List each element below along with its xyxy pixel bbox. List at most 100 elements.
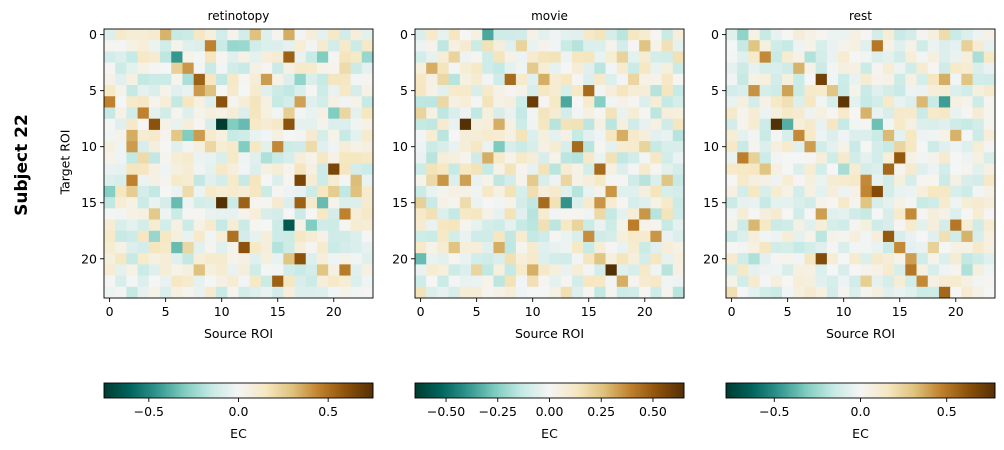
heatmap-cell (737, 73, 749, 86)
colorbar-segment (862, 383, 866, 398)
heatmap-cell (415, 275, 427, 288)
heatmap-cell (294, 40, 307, 52)
colorbar-segment (885, 383, 889, 398)
heatmap-cell (871, 141, 884, 153)
heatmap-cell (770, 51, 783, 63)
heatmap-cell (227, 253, 239, 265)
heatmap-cell (594, 253, 606, 265)
colorbar-segment (955, 383, 958, 398)
heatmap-cell (782, 275, 794, 288)
y-tick-label: 20 (703, 251, 719, 266)
heatmap-cell (938, 152, 951, 164)
heatmap-cell (305, 107, 318, 120)
colorbar-segment (585, 383, 588, 398)
heatmap-cell (182, 96, 195, 108)
colorbar-segment (841, 383, 845, 398)
heatmap-cell (882, 96, 895, 108)
colorbar-segment (988, 383, 992, 398)
heatmap-cell (350, 85, 363, 97)
heatmap-cell (748, 197, 760, 209)
heatmap-cell (905, 185, 917, 198)
colorbar-segment (209, 383, 212, 398)
heatmap-cell (838, 230, 850, 243)
heatmap-cell (961, 141, 973, 153)
heatmap-cell (838, 85, 850, 97)
heatmap-cell (661, 141, 674, 153)
heatmap-cell (871, 129, 884, 142)
heatmap-cell (616, 286, 629, 299)
heatmap-cell (227, 141, 239, 153)
heatmap-cell (849, 29, 861, 41)
colorbar-segment (194, 383, 197, 398)
heatmap-cell (927, 253, 940, 265)
heatmap-cell (104, 208, 116, 220)
heatmap-cell (415, 96, 427, 108)
heatmap-cell (426, 286, 438, 299)
heatmap-cell (838, 129, 850, 142)
heatmap-cell (238, 141, 251, 153)
colorbar-tick-label: −0.5 (759, 404, 789, 419)
heatmap-cell (737, 107, 749, 120)
colorbar-segment (322, 383, 326, 398)
heatmap-cell (316, 118, 329, 131)
colorbar-segment (301, 383, 305, 398)
heatmap-cell (160, 40, 172, 52)
heatmap-cell (283, 73, 295, 86)
colorbar-segment (973, 383, 977, 398)
heatmap-cell (515, 40, 528, 52)
heatmap-cell (759, 264, 772, 276)
y-axis-label: Target ROI (58, 130, 73, 196)
heatmap-cell (148, 163, 161, 176)
colorbar-segment (873, 383, 876, 398)
heatmap-cell (605, 163, 618, 176)
heatmap-cell (849, 208, 861, 220)
heatmap-cell (571, 96, 584, 108)
colorbar-segment (860, 383, 863, 398)
heatmap-cell (126, 241, 138, 254)
y-tick-label: 0 (400, 27, 408, 42)
heatmap-cell (328, 219, 340, 232)
colorbar-segment (263, 383, 267, 398)
colorbar-segment (858, 383, 861, 398)
heatmap-cell (204, 275, 217, 288)
heatmap-cell (650, 96, 662, 108)
heatmap-cell (204, 208, 217, 220)
heatmap-cell (504, 118, 517, 131)
heatmap-cell (983, 230, 996, 243)
heatmap-cell (627, 208, 640, 220)
colorbar-segment (108, 383, 111, 398)
heatmap-cell (672, 129, 685, 142)
heatmap-cell (459, 241, 472, 254)
y-tick-label: 15 (392, 195, 408, 210)
heatmap-cell (148, 96, 161, 108)
heatmap-cell (905, 241, 917, 254)
heatmap-cell (216, 96, 228, 108)
colorbar-segment (564, 383, 567, 398)
heatmap-cell (770, 185, 783, 198)
colorbar-segment (480, 383, 483, 398)
heatmap-cell (639, 286, 651, 299)
heatmap-cell (361, 152, 374, 164)
heatmap-cell (871, 73, 884, 86)
heatmap-cell (471, 62, 483, 75)
heatmap-cell (115, 51, 127, 63)
heatmap-cell (504, 286, 517, 299)
heatmap-cell (905, 275, 917, 288)
heatmap-cell (894, 85, 906, 97)
colorbar-segment (910, 383, 914, 398)
heatmap-cell (838, 197, 850, 209)
heatmap-cell (882, 286, 895, 299)
heatmap-cell (437, 107, 449, 120)
heatmap-cell (583, 174, 595, 187)
heatmap-cell (448, 185, 461, 198)
heatmap-cell (938, 230, 951, 243)
heatmap-cell (650, 40, 662, 52)
heatmap-cell (415, 174, 427, 187)
heatmap-cell (748, 163, 760, 176)
colorbar-segment (501, 383, 504, 398)
colorbar-segment (822, 383, 826, 398)
heatmap-cell (882, 73, 895, 86)
colorbar-segment (368, 383, 372, 398)
heatmap-cell (471, 197, 483, 209)
heatmap-cell (148, 241, 161, 254)
